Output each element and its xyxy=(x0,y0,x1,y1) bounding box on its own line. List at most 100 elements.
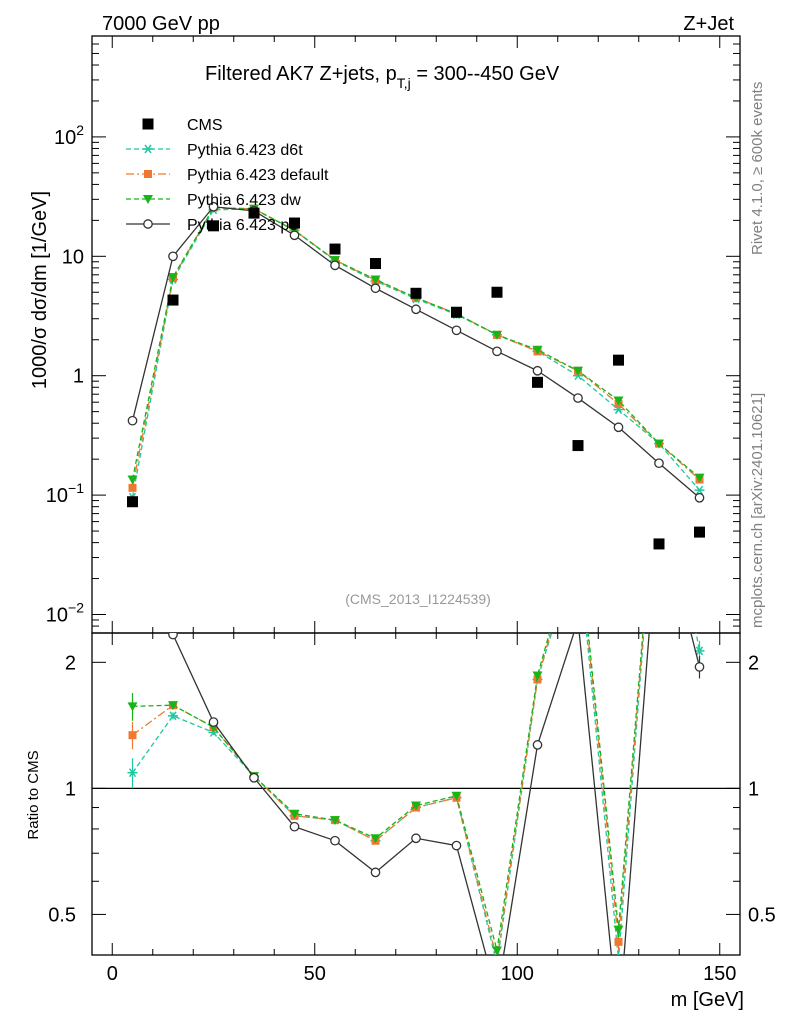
series-line-top xyxy=(131,206,700,499)
ratio-point xyxy=(574,616,582,624)
series-line-top xyxy=(131,207,700,488)
ratio-plot-area xyxy=(92,503,740,999)
mc-point xyxy=(532,345,543,355)
series-line-ratio xyxy=(171,633,701,955)
legend-entry: Pythia 6.423 p0 xyxy=(126,217,298,234)
ratio-point xyxy=(695,597,705,606)
ratio-point xyxy=(655,503,663,511)
y-tick-label: 102 xyxy=(54,122,84,149)
legend-marker xyxy=(142,118,154,130)
series-line-ratio xyxy=(132,633,644,951)
ratio-point xyxy=(411,833,421,844)
mc-point xyxy=(613,396,624,406)
mc-point xyxy=(289,230,300,241)
mc-point xyxy=(613,422,624,433)
legend-label: Pythia 6.423 p0 xyxy=(187,217,298,234)
data-point xyxy=(451,306,462,318)
rivet-label: Rivet 4.1.0, ≥ 600k events xyxy=(749,82,766,255)
ratio-point xyxy=(168,711,178,721)
analysis-id: (CMS_2013_I1224539) xyxy=(345,591,491,607)
ratio-tick-label-right: 0.5 xyxy=(748,904,776,926)
ratio-point xyxy=(493,991,501,999)
ratio-tick-label-right: 1 xyxy=(748,778,759,800)
ratio-point xyxy=(289,821,300,832)
legend-entry: CMS xyxy=(142,117,223,134)
data-point xyxy=(694,526,705,538)
ratio-point xyxy=(451,791,462,801)
ratio-point xyxy=(573,542,583,550)
mc-point xyxy=(168,251,178,262)
data-point xyxy=(370,258,381,270)
series-line-top xyxy=(131,207,700,480)
mc-point xyxy=(128,483,137,492)
series-line-top xyxy=(131,208,700,498)
mc-point xyxy=(532,365,543,376)
ratio-tick-label-right: 2 xyxy=(748,652,759,674)
ratio-point xyxy=(492,946,502,955)
ratio-tick-label-left: 1 xyxy=(65,778,76,800)
data-point xyxy=(410,287,422,299)
legend-label: Pythia 6.423 default xyxy=(187,167,329,184)
ratio-point xyxy=(532,671,543,681)
data-point xyxy=(167,294,179,306)
ratio-axis-label: Ratio to CMS xyxy=(25,750,42,839)
ratio-point xyxy=(168,701,178,711)
header-left: 7000 GeV pp xyxy=(102,13,220,35)
ratio-point xyxy=(168,633,178,640)
data-point xyxy=(653,538,665,550)
header-right: Z+Jet xyxy=(683,13,734,35)
data-point xyxy=(289,217,300,229)
series-line-ratio xyxy=(132,633,644,955)
ratio-point xyxy=(573,528,583,537)
y-axis-label: 1000/σ dσ/dm [1/GeV] xyxy=(29,191,51,389)
mc-point xyxy=(208,201,219,212)
ratio-point xyxy=(613,925,624,935)
legend-marker xyxy=(143,144,153,154)
axis-ticks: 0 50 100 150 10−2 10−1 1 10 102 0.5 0.5 1 1 2 2 xyxy=(46,35,776,985)
mc-point xyxy=(451,325,462,336)
legend: CMS Pythia 6.423 d6t Pythia 6.423 default P… xyxy=(126,117,329,234)
ratio-tick-label-left: 0.5 xyxy=(48,904,76,926)
mc-point xyxy=(654,458,664,469)
ratio-point xyxy=(614,937,623,946)
legend-entry: Pythia 6.423 dw xyxy=(126,192,301,209)
ratio-point xyxy=(208,717,219,727)
data-point xyxy=(248,207,260,219)
mc-point xyxy=(370,275,381,285)
x-tick-label: 150 xyxy=(703,963,736,985)
main-plot-area xyxy=(127,201,705,550)
ratio-point xyxy=(128,731,137,740)
data-point xyxy=(329,243,341,255)
legend-label: Pythia 6.423 dw xyxy=(187,192,301,209)
y-tick-label: 1 xyxy=(73,366,84,388)
mc-point xyxy=(654,439,664,449)
x-tick-label: 100 xyxy=(501,963,534,985)
ratio-point xyxy=(694,662,705,672)
mc-point xyxy=(127,415,138,426)
series-line-ratio xyxy=(131,633,701,955)
data-point xyxy=(208,220,219,232)
mc-point xyxy=(492,330,502,340)
chart-title: Filtered AK7 Z+jets, pT,j = 300--450 GeV xyxy=(205,63,560,91)
mc-point xyxy=(411,304,421,315)
x-axis-label: m [GeV] xyxy=(671,989,744,1011)
legend-marker xyxy=(143,219,153,229)
ratio-point xyxy=(451,840,462,851)
legend-label: CMS xyxy=(187,117,223,134)
mc-point xyxy=(573,393,583,403)
ratio-frame xyxy=(91,632,741,956)
mc-point xyxy=(127,475,138,485)
x-tick-label: 50 xyxy=(304,963,326,985)
ratio-point xyxy=(289,809,300,819)
mc-point xyxy=(492,346,502,357)
mc-point xyxy=(694,473,705,483)
legend-entry: Pythia 6.423 default xyxy=(126,167,329,184)
y-tick-label: 10 xyxy=(62,246,84,268)
data-point xyxy=(572,440,584,452)
legend-marker xyxy=(144,170,152,178)
mc-point xyxy=(168,273,178,283)
ratio-point xyxy=(127,702,138,712)
mcplots-label: mcplots.cern.ch [arXiv:2401.10621] xyxy=(749,393,766,628)
ratio-point xyxy=(574,532,582,540)
